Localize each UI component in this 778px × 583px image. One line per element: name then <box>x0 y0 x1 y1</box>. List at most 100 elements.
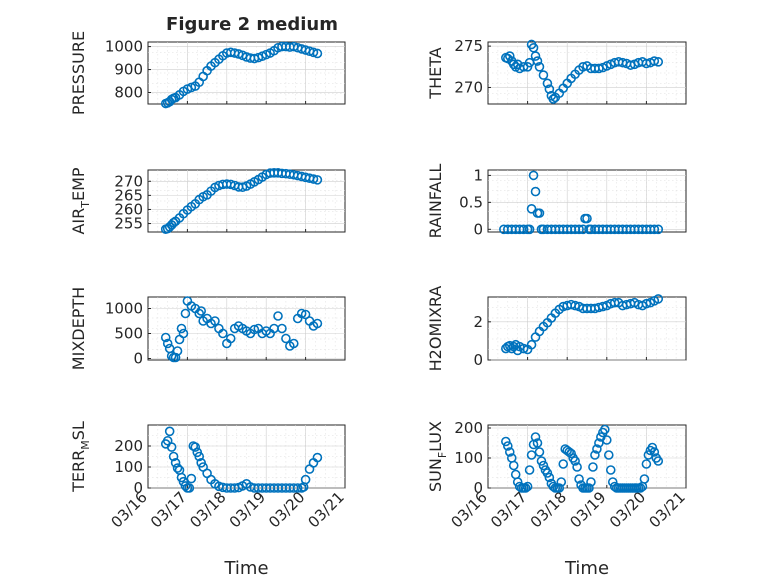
data-point <box>312 452 323 463</box>
ytick-label: 800 <box>114 84 143 102</box>
data-point <box>530 432 541 442</box>
data-point <box>635 483 646 493</box>
data-point <box>160 332 171 343</box>
data-point <box>641 459 652 469</box>
data-point <box>594 438 604 448</box>
data-point <box>273 311 283 321</box>
y-axis-label: AIRTEMP <box>69 167 92 234</box>
data-point <box>178 328 189 339</box>
subplot-6: 0 2 H2OMIXRA <box>426 286 687 372</box>
data-point <box>588 462 598 472</box>
data-point <box>534 447 545 457</box>
data-point <box>168 451 179 462</box>
data-point <box>524 224 535 235</box>
ytick-label: 0 <box>133 479 143 497</box>
ytick-label: 270 <box>454 78 483 96</box>
data-point <box>508 460 519 471</box>
data-point <box>194 308 205 319</box>
data-point <box>534 208 545 218</box>
data-point <box>194 451 205 462</box>
data-point <box>164 426 175 437</box>
y-axis-label: PRESSURE <box>69 31 88 115</box>
ytick-label: 0 <box>473 351 483 369</box>
data-point <box>609 297 620 308</box>
data-point <box>288 338 299 349</box>
data-point <box>249 324 260 335</box>
ytick-label: 200 <box>454 419 483 437</box>
data-point <box>504 447 515 457</box>
data-point <box>586 477 596 487</box>
data-point <box>603 450 614 460</box>
data-point <box>180 308 191 319</box>
data-point <box>544 84 555 94</box>
data-point <box>649 447 660 457</box>
ytick-label: 265 <box>114 186 143 204</box>
data-point <box>556 477 567 487</box>
data-point <box>542 78 553 89</box>
ytick-label: 255 <box>114 215 143 233</box>
ytick-label: 100 <box>114 458 143 476</box>
data-point <box>592 444 602 454</box>
data-point <box>218 328 228 339</box>
ytick-label: 500 <box>114 325 143 343</box>
data-point <box>570 456 580 466</box>
data-point <box>526 450 537 460</box>
ytick-label: 1000 <box>105 38 143 56</box>
data-point <box>308 47 319 58</box>
data-point <box>600 424 610 435</box>
data-point <box>502 441 513 451</box>
data-point <box>168 217 179 228</box>
subplot-4: 0 0.5 1 RAINFALL <box>426 164 687 238</box>
data-point <box>501 436 511 447</box>
data-point <box>296 308 307 319</box>
y-axis-label: TERRMSL <box>69 421 92 493</box>
data-point <box>186 473 197 484</box>
data-point <box>530 186 541 197</box>
data-point <box>504 51 515 61</box>
x-axis-label: Time <box>223 558 268 579</box>
data-point <box>649 56 660 66</box>
data-point <box>572 462 582 472</box>
data-point <box>520 483 531 493</box>
figure-title: Figure 2 medium <box>166 14 338 35</box>
ytick-label: 200 <box>114 437 143 455</box>
data-point <box>170 352 181 363</box>
data-point <box>522 481 533 492</box>
data-point <box>292 483 303 493</box>
data-point <box>544 472 555 483</box>
data-point <box>518 224 529 235</box>
data-point <box>281 333 291 344</box>
data-point <box>653 224 664 235</box>
data-point <box>524 465 535 475</box>
ytick-label: 0 <box>133 350 143 368</box>
ytick-label: 0.5 <box>459 193 483 211</box>
data-point <box>605 465 616 475</box>
ytick-label: 270 <box>114 172 143 190</box>
data-point <box>196 306 206 316</box>
ytick-label: 100 <box>454 449 483 467</box>
data-point <box>584 483 594 493</box>
subplot-5: 0 500 1000 MIXDEPTH <box>69 287 346 370</box>
data-point <box>542 468 553 478</box>
data-point <box>538 70 549 80</box>
data-point <box>653 294 664 304</box>
data-point <box>237 182 248 192</box>
data-point <box>582 213 592 224</box>
data-point <box>598 301 608 312</box>
data-point <box>184 483 195 493</box>
data-point <box>528 170 539 181</box>
data-point <box>532 438 543 448</box>
data-point <box>170 457 181 468</box>
data-point <box>653 57 664 67</box>
data-point <box>162 338 173 349</box>
data-point <box>190 442 201 452</box>
data-point <box>166 442 177 452</box>
ytick-label: 260 <box>114 200 143 218</box>
data-point <box>532 56 543 66</box>
y-axis-label: MIXDEPTH <box>69 287 88 370</box>
data-point <box>312 318 323 329</box>
data-point <box>601 435 612 445</box>
data-point <box>590 450 600 460</box>
y-axis-label: H2OMIXRA <box>426 286 445 372</box>
